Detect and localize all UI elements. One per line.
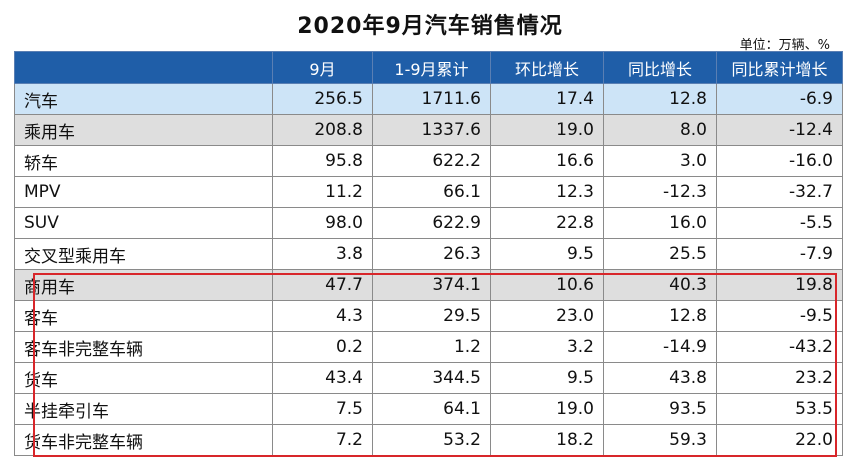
- header-cell-yoy-cumulative-growth: 同比累计增长: [716, 51, 843, 84]
- cell-yoy: -12.3: [603, 176, 717, 208]
- cell-cumulative: 622.9: [372, 207, 491, 239]
- cell-yoy-cumulative: -32.7: [716, 176, 843, 208]
- table-row: 客车 4.3 29.5 23.0 12.8 -9.5: [14, 300, 843, 332]
- cell-mom: 9.5: [490, 238, 604, 270]
- table-row: 货车非完整车辆 7.2 53.2 18.2 59.3 22.0: [14, 424, 843, 456]
- cell-yoy-cumulative: 22.0: [716, 424, 843, 456]
- row-label: 商用车: [14, 269, 273, 301]
- table-row: 轿车 95.8 622.2 16.6 3.0 -16.0: [14, 145, 843, 177]
- cell-month: 47.7: [272, 269, 373, 301]
- row-label: 乘用车: [14, 114, 273, 146]
- cell-month: 98.0: [272, 207, 373, 239]
- cell-yoy-cumulative: -7.9: [716, 238, 843, 270]
- cell-yoy-cumulative: -9.5: [716, 300, 843, 332]
- cell-yoy-cumulative: -6.9: [716, 83, 843, 115]
- cell-yoy-cumulative: -16.0: [716, 145, 843, 177]
- cell-month: 43.4: [272, 362, 373, 394]
- cell-month: 3.8: [272, 238, 373, 270]
- cell-mom: 18.2: [490, 424, 604, 456]
- cell-cumulative: 344.5: [372, 362, 491, 394]
- cell-month: 95.8: [272, 145, 373, 177]
- unit-note: 单位：万辆、%: [739, 38, 830, 53]
- table-header-row: 9月 1-9月累计 环比增长 同比增长 同比累计增长: [14, 51, 843, 84]
- cell-cumulative: 374.1: [372, 269, 491, 301]
- cell-yoy-cumulative: 23.2: [716, 362, 843, 394]
- cell-mom: 12.3: [490, 176, 604, 208]
- cell-yoy: 40.3: [603, 269, 717, 301]
- cell-month: 4.3: [272, 300, 373, 332]
- cell-yoy-cumulative: -5.5: [716, 207, 843, 239]
- cell-cumulative: 1711.6: [372, 83, 491, 115]
- cell-mom: 19.0: [490, 393, 604, 425]
- cell-yoy-cumulative: -43.2: [716, 331, 843, 363]
- table-row: 乘用车 208.8 1337.6 19.0 8.0 -12.4: [14, 114, 843, 146]
- cell-mom: 16.6: [490, 145, 604, 177]
- row-label: SUV: [14, 207, 273, 239]
- cell-mom: 22.8: [490, 207, 604, 239]
- cell-cumulative: 66.1: [372, 176, 491, 208]
- cell-yoy: 3.0: [603, 145, 717, 177]
- cell-mom: 10.6: [490, 269, 604, 301]
- table-row: SUV 98.0 622.9 22.8 16.0 -5.5: [14, 207, 843, 239]
- row-label: 轿车: [14, 145, 273, 177]
- cell-yoy: -14.9: [603, 331, 717, 363]
- row-label: 客车: [14, 300, 273, 332]
- cell-month: 7.2: [272, 424, 373, 456]
- table-row: 客车非完整车辆 0.2 1.2 3.2 -14.9 -43.2: [14, 331, 843, 363]
- table-row: 商用车 47.7 374.1 10.6 40.3 19.8: [14, 269, 843, 301]
- cell-yoy: 12.8: [603, 83, 717, 115]
- cell-yoy-cumulative: -12.4: [716, 114, 843, 146]
- cell-yoy-cumulative: 19.8: [716, 269, 843, 301]
- cell-yoy: 12.8: [603, 300, 717, 332]
- cell-month: 208.8: [272, 114, 373, 146]
- row-label: 汽车: [14, 83, 273, 115]
- cell-cumulative: 622.2: [372, 145, 491, 177]
- row-label: 半挂牵引车: [14, 393, 273, 425]
- cell-yoy: 59.3: [603, 424, 717, 456]
- row-label: 货车非完整车辆: [14, 424, 273, 456]
- header-cell-cumulative: 1-9月累计: [372, 51, 491, 84]
- cell-yoy: 93.5: [603, 393, 717, 425]
- cell-cumulative: 1337.6: [372, 114, 491, 146]
- row-label: 货车: [14, 362, 273, 394]
- cell-mom: 23.0: [490, 300, 604, 332]
- cell-month: 0.2: [272, 331, 373, 363]
- row-label: MPV: [14, 176, 273, 208]
- table-row: 货车 43.4 344.5 9.5 43.8 23.2: [14, 362, 843, 394]
- table-row: 交叉型乘用车 3.8 26.3 9.5 25.5 -7.9: [14, 238, 843, 270]
- cell-yoy: 25.5: [603, 238, 717, 270]
- header-cell-mom-growth: 环比增长: [490, 51, 604, 84]
- cell-mom: 9.5: [490, 362, 604, 394]
- cell-cumulative: 29.5: [372, 300, 491, 332]
- header-cell-month: 9月: [272, 51, 373, 84]
- cell-cumulative: 64.1: [372, 393, 491, 425]
- cell-cumulative: 1.2: [372, 331, 491, 363]
- row-label: 客车非完整车辆: [14, 331, 273, 363]
- cell-month: 7.5: [272, 393, 373, 425]
- cell-mom: 19.0: [490, 114, 604, 146]
- cell-yoy: 43.8: [603, 362, 717, 394]
- cell-mom: 17.4: [490, 83, 604, 115]
- cell-yoy: 8.0: [603, 114, 717, 146]
- table-row: 汽车 256.5 1711.6 17.4 12.8 -6.9: [14, 83, 843, 115]
- header-cell-yoy-growth: 同比增长: [603, 51, 717, 84]
- cell-mom: 3.2: [490, 331, 604, 363]
- table-row: 半挂牵引车 7.5 64.1 19.0 93.5 53.5: [14, 393, 843, 425]
- cell-yoy-cumulative: 53.5: [716, 393, 843, 425]
- page-title: 2020年9月汽车销售情况: [297, 14, 563, 39]
- cell-yoy: 16.0: [603, 207, 717, 239]
- cell-month: 256.5: [272, 83, 373, 115]
- header-cell-corner: [14, 51, 273, 84]
- cell-month: 11.2: [272, 176, 373, 208]
- cell-cumulative: 53.2: [372, 424, 491, 456]
- table-row: MPV 11.2 66.1 12.3 -12.3 -32.7: [14, 176, 843, 208]
- row-label: 交叉型乘用车: [14, 238, 273, 270]
- sales-table: 9月 1-9月累计 环比增长 同比增长 同比累计增长 汽车 256.5 1711…: [14, 51, 843, 456]
- cell-cumulative: 26.3: [372, 238, 491, 270]
